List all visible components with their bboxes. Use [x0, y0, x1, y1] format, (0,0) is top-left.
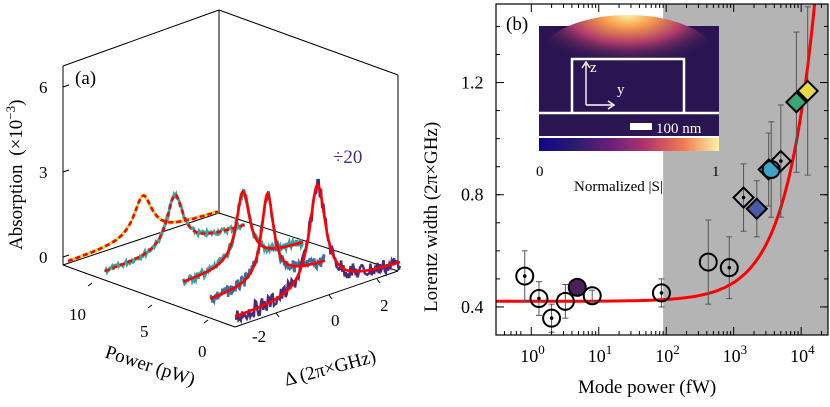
inset-scalebar-label: 100 nm	[656, 121, 702, 137]
spectrum-fit-2	[182, 189, 304, 283]
z-tick-label: 3	[39, 163, 48, 182]
spectrum-data-4	[234, 178, 402, 325]
marker	[651, 283, 671, 303]
inset-field-map: z y 100 nm	[539, 15, 719, 138]
data-point	[555, 284, 575, 319]
y-tick-label: 1.2	[461, 73, 484, 93]
marker-center	[727, 265, 732, 270]
data-point	[719, 236, 739, 300]
marker	[784, 90, 808, 114]
power-tick-label: 10	[69, 305, 86, 324]
axes: 100 101 102 103 104 0.4 0.8 1.2	[461, 4, 828, 366]
data-point	[567, 277, 587, 297]
marker	[745, 197, 769, 221]
marker	[761, 160, 781, 179]
plot-frame	[495, 3, 829, 336]
marker	[542, 308, 562, 328]
data-point	[542, 303, 562, 333]
marker	[719, 258, 739, 278]
marker	[769, 149, 793, 173]
inset-axis-z: z	[590, 60, 597, 76]
spectrum-fit-1	[104, 193, 246, 273]
panel-a: 0 3 6 Absorption (×10−3) (a) 10 5 0 Powe…	[3, 9, 402, 391]
spectrum-data-2	[181, 188, 304, 287]
marker-center	[537, 296, 541, 301]
data-point	[796, 6, 820, 176]
data-point	[651, 278, 671, 308]
detuning-tick-label: 2	[380, 296, 389, 315]
panel-a-label: (a)	[75, 68, 96, 89]
spectrum-fit-4	[234, 182, 401, 318]
data-point	[698, 219, 718, 305]
y-tick-label: 0.8	[461, 185, 484, 205]
y-axis-label: Lorentz width (2π×GHz)	[421, 122, 442, 312]
z-axis	[62, 84, 70, 258]
marker-center	[522, 274, 527, 278]
data-point	[745, 180, 769, 238]
data-point	[582, 286, 602, 306]
marker	[555, 291, 575, 311]
detuning-tick-label: -2	[252, 327, 266, 346]
power-axis-label: Power (pW)	[102, 342, 197, 391]
data-point	[529, 281, 549, 316]
x-tick-label: 101	[588, 342, 613, 366]
panel-b: 100 101 102 103 104 0.4 0.8 1.2 (b) Lorentz wid…	[421, 3, 829, 398]
x-tick-label: 102	[655, 342, 680, 366]
x-tick-label: 103	[723, 342, 748, 366]
marker	[567, 277, 587, 297]
marker-center	[549, 316, 554, 320]
data-point	[515, 250, 535, 302]
spectrum-fit-3	[209, 191, 326, 300]
scale-annotation: ÷20	[333, 147, 362, 168]
detuning-tick-label: 0	[331, 311, 340, 330]
x-axis-label: Mode power (fW)	[578, 377, 716, 398]
power-tick-label: 0	[198, 342, 207, 361]
marker	[698, 252, 718, 272]
spectrum-fit-0	[67, 194, 219, 263]
spectra-group	[67, 178, 402, 325]
marker	[796, 79, 820, 103]
spectrum-data-0	[67, 193, 219, 263]
inset-colorbar	[539, 138, 719, 151]
inset-axis-y: y	[617, 82, 625, 98]
colorbar-label: Normalized |S|	[574, 179, 663, 195]
data-point	[769, 104, 793, 218]
power-axis-ticks	[87, 282, 209, 324]
data-point	[732, 163, 755, 232]
marker	[529, 289, 549, 309]
marker-center	[779, 159, 783, 163]
data-points	[515, 6, 820, 333]
z-tick-label: 6	[39, 78, 48, 97]
z-tick-label: 0	[39, 248, 48, 267]
z-axis-label: Absorption (×10−3)	[3, 100, 27, 250]
x-tick-label: 100	[520, 342, 545, 366]
colorbar-min-label: 0	[536, 164, 544, 180]
x-tick-label: 104	[790, 342, 815, 366]
power-tick-label: 5	[140, 322, 149, 341]
panel-b-label: (b)	[506, 14, 528, 35]
fit-curve	[496, 4, 817, 303]
marker	[582, 286, 602, 306]
inset-scalebar	[630, 123, 652, 130]
colorbar-max-label: 1	[712, 164, 720, 180]
marker	[515, 266, 535, 286]
marker-center	[659, 291, 664, 295]
data-point	[784, 31, 808, 173]
spectrum-data-1	[103, 190, 246, 276]
panel-a-box	[62, 9, 399, 328]
marker-center	[741, 195, 746, 200]
detuning-axis-label: Δ (2π×GHz)	[282, 346, 378, 391]
marker	[732, 186, 755, 209]
detuning-axis-ticks	[275, 278, 381, 318]
y-tick-label: 0.4	[461, 297, 484, 317]
